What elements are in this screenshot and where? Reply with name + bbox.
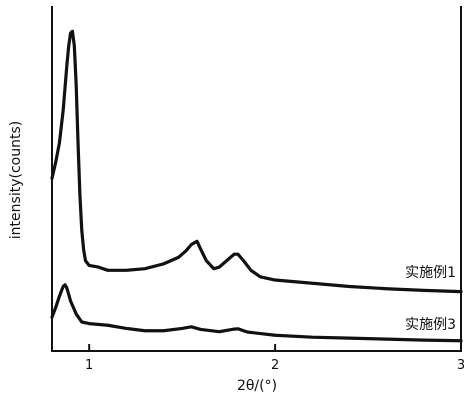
y-axis-label: intensity(counts): [8, 121, 24, 239]
x-tick-label-3: 3: [457, 358, 465, 373]
axes: [51, 6, 462, 352]
x-tick-label-2: 2: [271, 358, 279, 373]
series-group: [50, 29, 463, 343]
x-axis-label: 2θ/(°): [237, 378, 277, 394]
series-line-1: [50, 29, 463, 294]
series-line-2: [50, 283, 463, 343]
x-ticks: 1 2 3: [85, 344, 465, 373]
series-label-example-1: 实施例1: [405, 265, 456, 281]
x-tick-label-1: 1: [85, 358, 93, 373]
series-label-example-3: 实施例3: [405, 317, 456, 333]
plot-frame: [51, 6, 462, 352]
